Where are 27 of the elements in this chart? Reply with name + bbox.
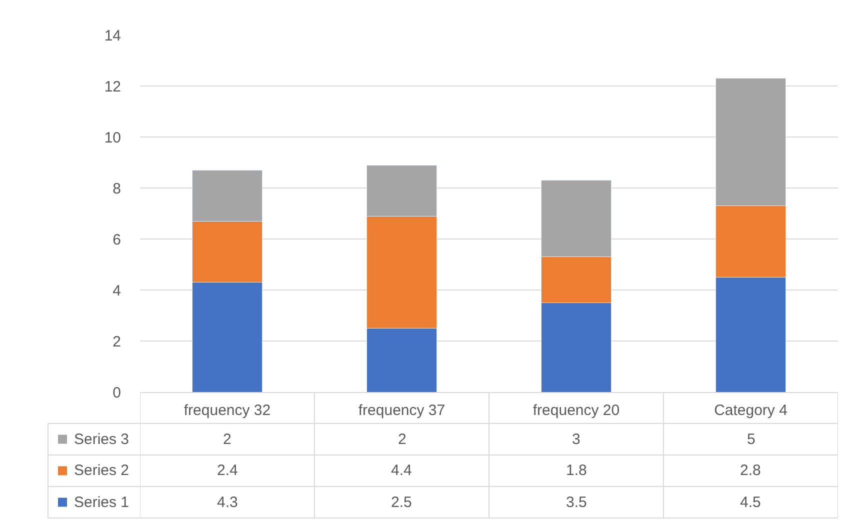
data-label: 2.8 xyxy=(740,462,761,479)
y-tick-label: 4 xyxy=(112,282,121,300)
data-label: 3.5 xyxy=(566,494,587,511)
data-label: 4.4 xyxy=(391,462,412,479)
data-label: 2.5 xyxy=(391,494,412,511)
data-label: 4.5 xyxy=(740,494,761,511)
x-tick-label: frequency 37 xyxy=(358,402,446,419)
data-label: 2 xyxy=(398,431,406,448)
data-label: 2 xyxy=(223,431,232,448)
data-label: 3 xyxy=(572,431,580,448)
y-tick-label: 12 xyxy=(104,78,121,96)
y-tick-label: 8 xyxy=(112,180,121,198)
legend-label: Series 3 xyxy=(74,431,130,448)
data-label: 5 xyxy=(747,431,756,448)
y-tick-label: 10 xyxy=(104,129,121,146)
x-tick-label: frequency 20 xyxy=(532,402,620,419)
data-label: 4.3 xyxy=(217,494,238,511)
data-label: 2.4 xyxy=(217,462,238,479)
y-tick-label: 2 xyxy=(112,333,121,350)
x-tick-label: frequency 32 xyxy=(184,402,271,419)
legend-label: Series 1 xyxy=(74,494,130,511)
y-tick-label: 0 xyxy=(112,384,121,402)
legend-label: Series 2 xyxy=(74,462,130,479)
data-label: 1.8 xyxy=(566,462,587,479)
y-tick-label: 14 xyxy=(104,27,121,44)
x-tick-label: Category 4 xyxy=(714,402,788,419)
y-tick-label: 6 xyxy=(112,231,121,248)
